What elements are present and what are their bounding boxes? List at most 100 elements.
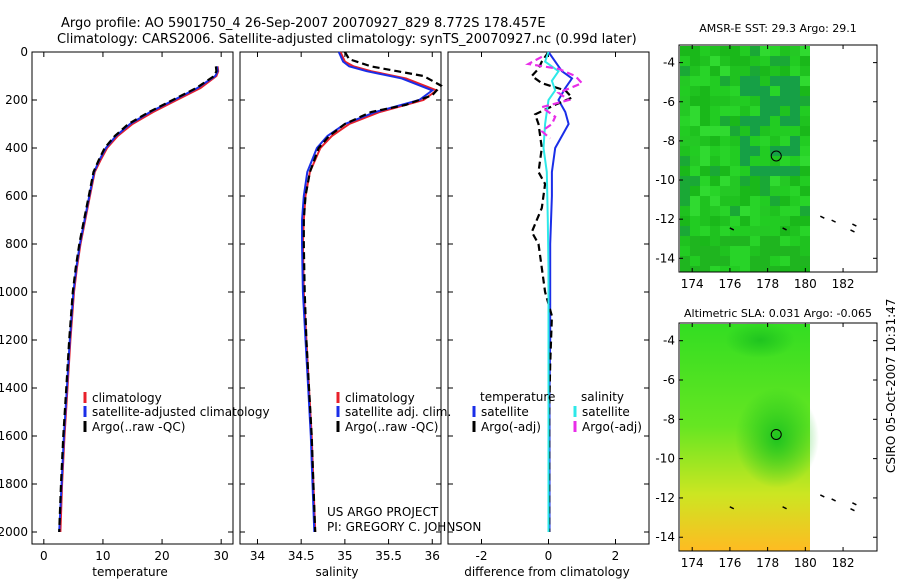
sst-cell: [740, 116, 750, 126]
sst-cell: [720, 116, 730, 126]
sst-cell: [780, 66, 790, 76]
sst-cell: [680, 56, 690, 66]
sst-cell: [690, 186, 700, 196]
sst-cell: [720, 96, 730, 106]
sst-cell: [720, 266, 730, 272]
sst-cell: [680, 46, 690, 56]
temperature-xlabel: temperature: [92, 565, 167, 579]
sst-cell: [770, 186, 780, 196]
sst-cell: [680, 206, 690, 216]
figure-title-line1: Argo profile: AO 5901750_4 26-Sep-2007 2…: [61, 16, 546, 31]
sst-cell: [700, 186, 710, 196]
sst-cell: [790, 186, 800, 196]
sst-cell: [770, 246, 780, 256]
sst-cell: [790, 236, 800, 246]
sst-cell: [760, 56, 770, 66]
sst-cell: [750, 266, 760, 272]
sst-cell: [740, 136, 750, 146]
sst-cell: [790, 46, 800, 56]
sst-cell: [770, 166, 780, 176]
temperature-series-line: [58, 66, 218, 533]
sst-cell: [680, 66, 690, 76]
sst-cell: [720, 156, 730, 166]
sst-cell: [700, 116, 710, 126]
sst-cell: [690, 196, 700, 206]
sst-cell: [800, 156, 810, 166]
sst-cell: [740, 56, 750, 66]
sst-cell: [800, 86, 810, 96]
sal-legend-climatology-label: climatology: [345, 391, 415, 405]
sst-cell: [780, 176, 790, 186]
sst-cell: [700, 216, 710, 226]
sst-cell: [690, 166, 700, 176]
sst-cell: [770, 176, 780, 186]
diff-legend-sal-satellite-label: satellite: [582, 405, 630, 419]
sst-cell: [800, 136, 810, 146]
sst-cell: [760, 116, 770, 126]
sst-cell: [780, 166, 790, 176]
sla-north-anomaly: [725, 322, 795, 358]
sst-cell: [780, 96, 790, 106]
sst-cell: [680, 236, 690, 246]
sst-cell: [760, 266, 770, 272]
sst-cell: [760, 166, 770, 176]
sst-cell: [730, 96, 740, 106]
sst_map-xtick-label: 174: [681, 277, 704, 291]
sst-cell: [710, 196, 720, 206]
sst-cell: [800, 206, 810, 216]
sla_map-island: [852, 502, 857, 506]
sst-cell: [790, 136, 800, 146]
diff-legend-temp-argo-label: Argo(-adj): [481, 420, 541, 434]
difference-series-line: [547, 51, 574, 532]
diff-legend-temp-satellite-label: satellite: [481, 405, 529, 419]
difference-series-line: [525, 55, 584, 140]
sst-cell: [740, 176, 750, 186]
sst-cell: [780, 76, 790, 86]
sst-cell: [780, 116, 790, 126]
sst-cell: [740, 126, 750, 136]
salinity-xlabel: salinity: [315, 565, 358, 579]
sst-cell: [690, 146, 700, 156]
sst-cell: [790, 66, 800, 76]
sst-cell: [800, 116, 810, 126]
sst-cell: [710, 266, 720, 272]
sst-cell: [790, 146, 800, 156]
sst-cell: [720, 186, 730, 196]
sst-cell: [720, 86, 730, 96]
sst-cell: [750, 66, 760, 76]
sst-cell: [740, 246, 750, 256]
sla_map-ytick-label: -6: [663, 373, 675, 387]
sst-map-panel: AMSR-E SST: 29.3 Argo: 29.1: [678, 22, 878, 273]
sst-cell: [760, 176, 770, 186]
side-timestamp: CSIRO 05-Oct-2007 10:31:47: [884, 299, 898, 473]
sst-cell: [730, 106, 740, 116]
sst-cell: [720, 236, 730, 246]
sla-map-frame: [678, 322, 878, 552]
sst_map-ytick-label: -14: [655, 251, 675, 265]
sst-cell: [800, 126, 810, 136]
sst_map-island: [729, 227, 735, 231]
sst-cell: [790, 96, 800, 106]
sst-cell: [680, 156, 690, 166]
sst-cell: [710, 236, 720, 246]
temperature-axes-frame: [31, 51, 234, 545]
sst-cell: [750, 256, 760, 266]
sst-cell: [740, 96, 750, 106]
sst-cell: [740, 106, 750, 116]
sst-cell: [770, 206, 780, 216]
sst-cell: [710, 216, 720, 226]
sst_map-island: [782, 227, 787, 231]
sst-cell: [680, 146, 690, 156]
sla_map-island: [729, 506, 735, 510]
sst-cell: [760, 46, 770, 56]
salinity-xtick-label: 34: [250, 549, 265, 563]
sst-cell: [700, 266, 710, 272]
sst-cell: [770, 56, 780, 66]
sla_map-xtick-label: 182: [832, 556, 855, 570]
project-line1: US ARGO PROJECT: [327, 505, 439, 519]
sla-low-anomaly: [735, 388, 819, 488]
sst-cell: [780, 266, 790, 272]
sst-cell: [770, 76, 780, 86]
diff-legend-temp-header: temperature: [480, 390, 555, 404]
sla-map-title: Altimetric SLA: 0.031 Argo: -0.065: [684, 307, 872, 320]
